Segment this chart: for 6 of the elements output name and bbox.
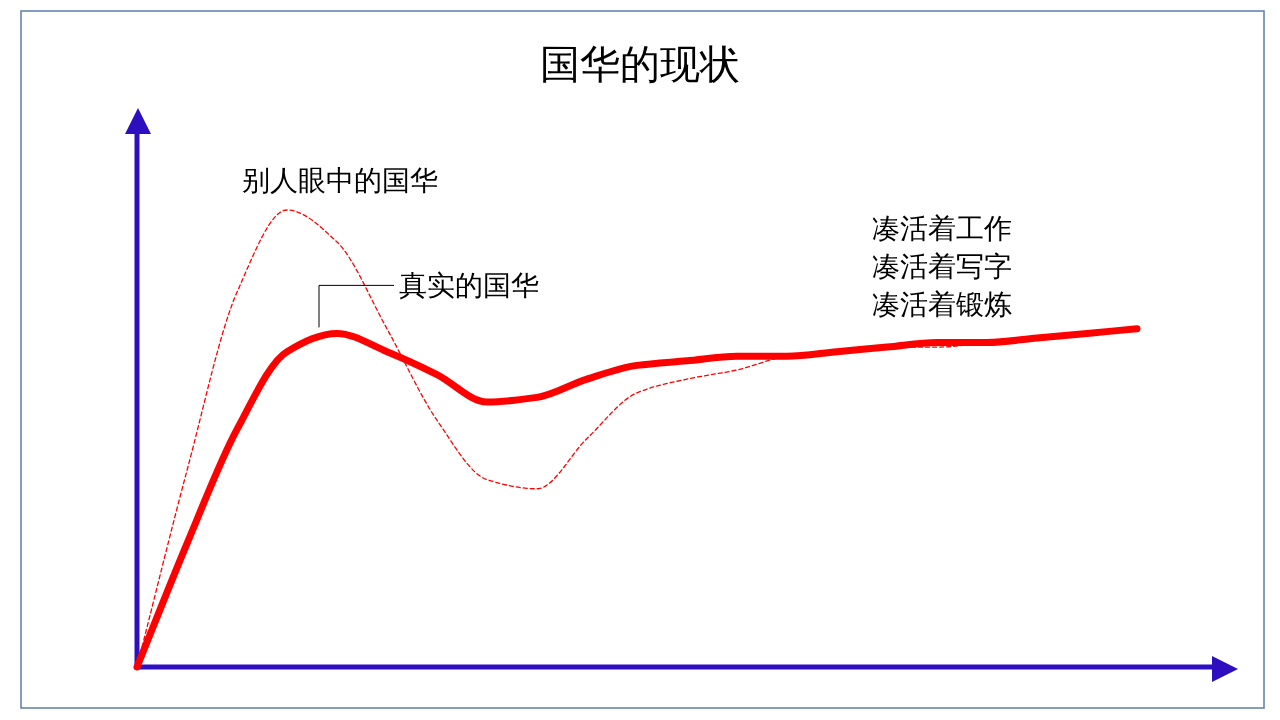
annotation: 凑活着工作 [872,212,1012,245]
series-label: 真实的国华 [399,269,539,303]
annotation: 凑活着写字 [872,250,1012,283]
annotation: 凑活着锻炼 [872,288,1012,321]
series-label: 别人眼中的国华 [242,164,438,197]
chart-title: 国华的现状 [540,41,740,87]
